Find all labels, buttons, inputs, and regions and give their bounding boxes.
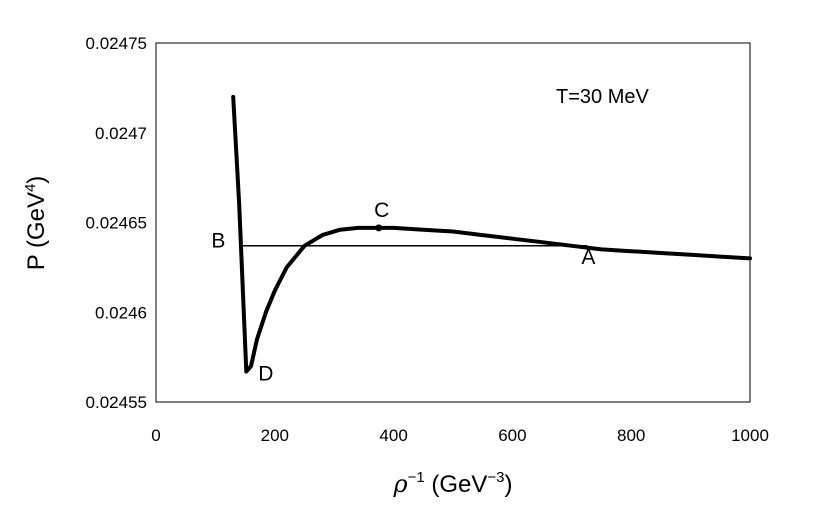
- x-tick-labels: 0 200 400 600 800 1000: [151, 426, 769, 445]
- point-label-b: B: [211, 230, 225, 253]
- point-label-group: A B C D: [211, 199, 595, 385]
- x-tick-label: 400: [379, 426, 407, 445]
- point-label-d: D: [258, 362, 273, 385]
- y-tick-label: 0.0247: [95, 124, 147, 143]
- marker-group: [375, 224, 383, 232]
- x-axis-label-unit-sup: −3: [487, 469, 504, 486]
- y-tick-label: 0.0246: [95, 303, 147, 322]
- x-axis-label-sup: −1: [408, 469, 425, 486]
- y-tick-labels: 0.02455 0.0246 0.02465 0.0247 0.02475: [86, 34, 147, 412]
- y-tick-label: 0.02455: [86, 393, 147, 412]
- y-axis-label-base: P (GeV: [23, 192, 50, 270]
- x-axis-label: ρ−1 (GeV−3): [392, 469, 512, 498]
- x-axis-label-base: ρ: [392, 470, 407, 498]
- pressure-curve: [231, 94, 752, 374]
- x-tick-label: 200: [261, 426, 289, 445]
- y-axis-label: P (GeV4): [22, 176, 50, 271]
- x-tick-label: 800: [617, 426, 645, 445]
- x-tick-label: 600: [498, 426, 526, 445]
- series-group: [231, 94, 752, 374]
- x-axis-label-close: ): [505, 471, 513, 498]
- y-tick-label: 0.02475: [86, 34, 147, 53]
- y-tick-label: 0.02465: [86, 214, 147, 233]
- y-axis-label-close: ): [23, 176, 50, 184]
- point-label-c: C: [374, 199, 389, 222]
- point-label-a: A: [581, 246, 595, 269]
- y-axis-label-sup: 4: [22, 184, 39, 192]
- plot-frame: [155, 42, 751, 403]
- x-tick-label: 0: [151, 426, 160, 445]
- point-marker: [375, 224, 383, 232]
- x-tick-label: 1000: [731, 426, 769, 445]
- x-axis-label-unit: (GeV: [425, 471, 488, 498]
- annotation-text: T=30 MeV: [556, 86, 649, 108]
